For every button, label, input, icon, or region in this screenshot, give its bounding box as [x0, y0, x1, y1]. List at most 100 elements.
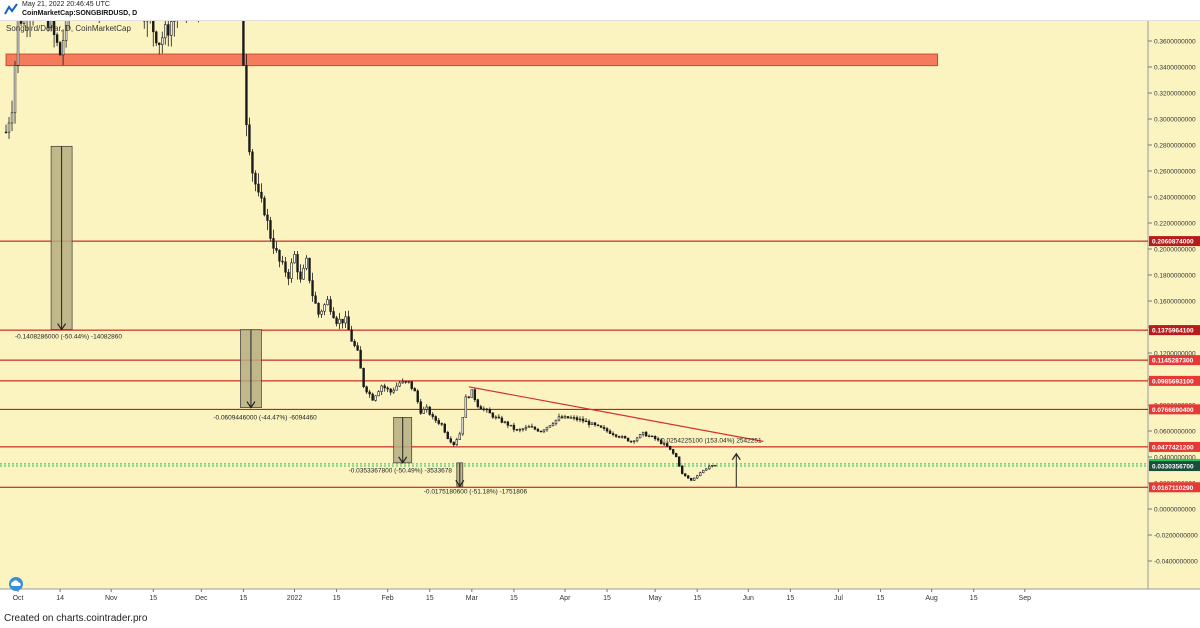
candle-body [590, 422, 594, 425]
time-tick-label: Feb [382, 595, 394, 602]
candle-body [422, 409, 425, 414]
candle-body [281, 260, 284, 263]
candle-body [470, 389, 474, 398]
level-price-tag: 0.0477421200 [1152, 444, 1194, 451]
candle-body [668, 445, 672, 450]
candle-body [446, 431, 449, 439]
candle-body [329, 299, 332, 312]
candle-body [674, 453, 678, 458]
candle-body [428, 406, 431, 415]
candle-body [22, 20, 26, 24]
candle-body [542, 429, 546, 433]
candle-body [686, 475, 690, 479]
candle-body [284, 261, 287, 273]
candle-body [696, 475, 699, 479]
candle-body [599, 425, 603, 428]
candle-body [371, 393, 374, 401]
candle-body [64, 20, 68, 41]
candle-body [581, 418, 585, 422]
target-label: 0.0254225100 (153.04%) 2542251 [661, 438, 762, 445]
candle-body [482, 408, 486, 410]
measure-label: -0.0609446000 (-44.47%) -6094460 [213, 414, 317, 421]
candle-body [708, 465, 711, 470]
candle-body [293, 254, 296, 264]
target-arrow-layer: 0.0254225100 (153.04%) 2542251 [661, 438, 762, 488]
candle-body [314, 295, 317, 304]
candle-body [365, 386, 368, 393]
price-tick-label: 0.2400000000 [1154, 195, 1196, 202]
price-tick-label: 0.3000000000 [1154, 117, 1196, 124]
candle-body [386, 387, 389, 390]
price-chart[interactable]: 0.3600000000 0.3400000000 0.3200000000 0.30… [0, 20, 1200, 609]
candle-body [257, 183, 260, 193]
candle-body [614, 434, 618, 437]
candle-body [677, 456, 681, 467]
candle-body [338, 318, 341, 324]
candle-body [341, 318, 344, 324]
measure-label: -0.0175180600 (-51.18%) -1751806 [424, 488, 528, 495]
time-tick-label: Jul [834, 595, 843, 602]
candle-body [671, 449, 675, 454]
candle-body [494, 416, 498, 419]
candle-body [554, 419, 558, 425]
price-tick-label: 0.2200000000 [1154, 221, 1196, 228]
candle-body [464, 396, 468, 418]
level-price-tag: 0.0985693100 [1152, 378, 1194, 385]
candle-body [164, 24, 167, 39]
candle-body [524, 426, 528, 430]
price-tick-label: 0.2000000000 [1154, 247, 1196, 254]
candle-body [449, 438, 452, 443]
candle-body [245, 65, 248, 126]
candle-body [530, 426, 534, 428]
candle-body [536, 428, 540, 432]
candle-body [497, 416, 501, 419]
candle-body [665, 443, 669, 447]
candle-body [608, 430, 612, 434]
candle-body [638, 434, 642, 439]
candle-body [485, 408, 489, 411]
candle-body [254, 172, 257, 185]
candle-body [461, 417, 465, 435]
measure-label: -0.0353367800 (-50.49%) -3533678 [349, 468, 453, 475]
candle-body [656, 438, 660, 441]
candle-body [320, 310, 323, 315]
candle-body [593, 422, 597, 426]
resistance-zone-layer [5, 53, 939, 67]
price-tick-label: 0.0600000000 [1154, 429, 1196, 436]
time-tick-label: Apr [560, 595, 572, 602]
candle-body [4, 131, 8, 134]
candle-body [653, 435, 657, 440]
candle-body [479, 406, 483, 410]
candle-body [317, 303, 320, 315]
candle-body [242, 20, 245, 66]
cloud-icon[interactable] [9, 577, 23, 591]
time-tick-label: 14 [56, 595, 64, 602]
plot-background [0, 20, 1148, 589]
candle-body [473, 389, 477, 401]
candle-body [158, 42, 161, 45]
candle-body [398, 382, 401, 387]
price-axis-background [1148, 20, 1200, 589]
level-price-tag-bg [1149, 355, 1200, 366]
level-price-tag: 0.2060874000 [1152, 239, 1194, 246]
candle-body [566, 416, 570, 419]
candle-body [641, 431, 645, 435]
candle-body [557, 416, 561, 421]
candle-body [650, 435, 654, 438]
candle-body [575, 417, 579, 421]
candle-body [560, 416, 564, 419]
candle-body [431, 414, 434, 417]
candle-body [380, 385, 383, 392]
time-tick-label: 15 [149, 595, 157, 602]
time-tick-label: Oct [13, 595, 24, 602]
candle-body [278, 250, 281, 262]
candle-body [617, 436, 621, 438]
candle-body [161, 37, 164, 45]
candle-body [10, 112, 14, 124]
candle-body [521, 428, 525, 430]
candle-body [527, 426, 531, 428]
candle-body [410, 381, 413, 389]
candle-body [305, 257, 308, 269]
time-tick-label: 15 [877, 595, 885, 602]
